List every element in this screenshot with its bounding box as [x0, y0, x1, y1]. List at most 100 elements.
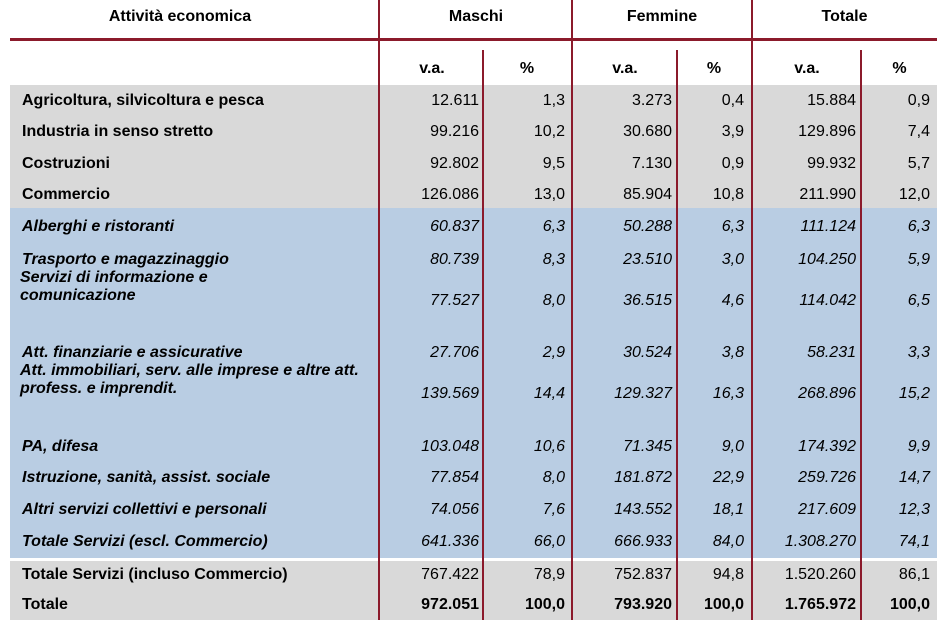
cell-t-pct: 9,9 [907, 438, 930, 455]
cell-m-pct: 8,0 [542, 469, 565, 486]
cell-t-va: 114.042 [799, 292, 856, 309]
rule-v6 [860, 50, 862, 620]
cell-m-pct: 100,0 [524, 596, 565, 613]
cell-f-va: 7.130 [631, 155, 672, 172]
cell-m-va: 12.611 [431, 92, 479, 109]
cell-f-va: 129.327 [614, 385, 672, 402]
cell-f-va: 666.933 [614, 533, 672, 550]
rule-v3 [571, 0, 573, 620]
cell-m-va: 126.086 [421, 186, 479, 203]
cell-t-pct: 12,0 [898, 186, 930, 203]
rule-v5 [751, 0, 753, 620]
cell-f-va: 36.515 [623, 292, 672, 309]
subheader-total-pct: % [892, 60, 907, 77]
cell-m-va: 74.056 [430, 501, 479, 518]
cell-t-pct: 5,7 [907, 155, 930, 172]
cell-f-pct: 0,4 [721, 92, 744, 109]
cell-m-va: 767.422 [421, 566, 479, 583]
cell-f-va: 181.872 [614, 469, 672, 486]
cell-t-pct: 5,9 [907, 251, 930, 268]
subheader-total-va: v.a. [794, 60, 820, 77]
cell-f-pct: 18,1 [712, 501, 744, 518]
cell-f-va: 85.904 [623, 186, 672, 203]
cell-t-va: 58.231 [807, 344, 856, 361]
row-label: Att. finanziarie e assicurative [22, 344, 243, 361]
row-label: Trasporto e magazzinaggio [22, 251, 229, 268]
band-gray-bottom [10, 561, 937, 620]
subheader-females-pct: % [706, 60, 722, 77]
row-label: Agricoltura, silvicoltura e pesca [22, 92, 264, 109]
cell-t-va: 1.520.260 [784, 566, 856, 583]
cell-t-pct: 14,7 [898, 469, 930, 486]
cell-t-va: 217.609 [798, 501, 856, 518]
cell-m-pct: 78,9 [533, 566, 565, 583]
cell-f-pct: 4,6 [721, 292, 744, 309]
cell-m-va: 60.837 [430, 218, 479, 235]
cell-t-va: 174.392 [798, 438, 856, 455]
cell-f-va: 50.288 [623, 218, 672, 235]
cell-t-va: 1.308.270 [784, 533, 856, 550]
cell-m-va: 103.048 [421, 438, 479, 455]
cell-f-pct: 0,9 [721, 155, 744, 172]
row-label: Totale Servizi (escl. Commercio) [22, 533, 268, 550]
row-label: Servizi di informazione e comunicazione [20, 269, 208, 304]
cell-t-va: 259.726 [798, 469, 856, 486]
cell-m-pct: 8,3 [542, 251, 565, 268]
cell-f-va: 752.837 [614, 566, 672, 583]
cell-t-pct: 74,1 [898, 533, 930, 550]
cell-t-va: 99.932 [807, 155, 856, 172]
row-label: Alberghi e ristoranti [22, 218, 175, 235]
cell-f-pct: 3,9 [721, 123, 744, 140]
cell-f-pct: 84,0 [712, 533, 744, 550]
cell-t-va: 1.765.972 [784, 596, 856, 613]
cell-t-pct: 0,9 [907, 92, 930, 109]
cell-f-pct: 22,9 [712, 469, 744, 486]
cell-f-pct: 3,8 [721, 344, 744, 361]
cell-t-pct: 100,0 [889, 596, 930, 613]
cell-t-va: 104.250 [798, 251, 856, 268]
cell-f-va: 71.345 [623, 438, 672, 455]
cell-t-va: 111.124 [800, 218, 856, 235]
cell-m-va: 27.706 [430, 344, 479, 361]
row-label: Altri servizi collettivi e personali [22, 501, 267, 518]
row-label: Totale Servizi (incluso Commercio) [22, 566, 288, 583]
cell-f-pct: 9,0 [721, 438, 744, 455]
cell-t-va: 15.884 [807, 92, 856, 109]
cell-m-pct: 2,9 [542, 344, 565, 361]
cell-m-pct: 10,6 [533, 438, 565, 455]
cell-m-va: 92.802 [430, 155, 479, 172]
cell-f-pct: 6,3 [721, 218, 744, 235]
cell-m-va: 139.569 [421, 385, 479, 402]
cell-m-pct: 9,5 [542, 155, 565, 172]
cell-f-va: 30.524 [623, 344, 672, 361]
cell-t-pct: 3,3 [907, 344, 930, 361]
header-females: Femmine [626, 8, 698, 25]
cell-f-va: 3.273 [631, 92, 672, 109]
cell-m-va: 80.739 [430, 251, 479, 268]
rule-v4 [676, 50, 678, 620]
cell-m-pct: 10,2 [533, 123, 565, 140]
cell-f-pct: 10,8 [712, 186, 744, 203]
cell-t-va: 129.896 [798, 123, 856, 140]
row-label: Istruzione, sanità, assist. sociale [22, 469, 271, 486]
cell-m-pct: 6,3 [542, 218, 565, 235]
cell-m-va: 972.051 [421, 596, 479, 613]
cell-t-pct: 6,5 [907, 292, 930, 309]
cell-t-pct: 15,2 [898, 385, 930, 402]
cell-m-va: 99.216 [430, 123, 479, 140]
header-activity: Attività economica [108, 8, 252, 25]
row-label: Att. immobiliari, serv. alle imprese e a… [20, 362, 359, 397]
subheader-males-va: v.a. [419, 60, 445, 77]
cell-f-va: 793.920 [614, 596, 672, 613]
cell-t-va: 268.896 [798, 385, 856, 402]
row-label: Totale [22, 596, 68, 613]
band-gray-top [10, 85, 937, 208]
cell-t-pct: 86,1 [898, 566, 930, 583]
subheader-females-va: v.a. [612, 60, 638, 77]
cell-m-va: 77.527 [430, 292, 479, 309]
rule-v1 [378, 0, 380, 620]
cell-f-pct: 16,3 [712, 385, 744, 402]
cell-m-pct: 14,4 [533, 385, 565, 402]
cell-t-pct: 12,3 [898, 501, 930, 518]
